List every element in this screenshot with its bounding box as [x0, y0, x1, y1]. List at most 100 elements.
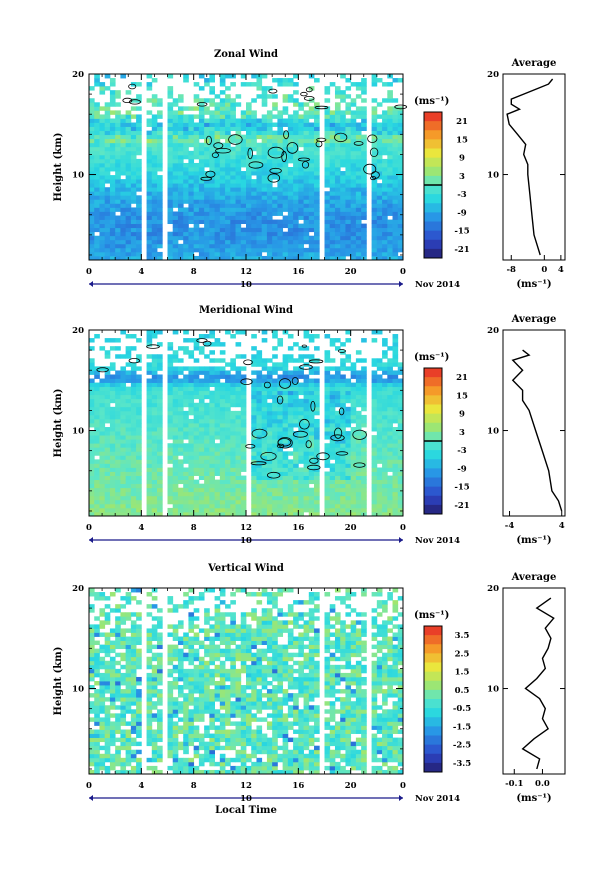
heatmap-cell [209, 150, 215, 156]
heatmap-cell [298, 346, 304, 351]
heatmap-cell [130, 247, 137, 253]
contour-loop [215, 147, 231, 154]
heatmap-cell [324, 374, 331, 379]
heatmap-cell [183, 183, 189, 188]
heatmap-cell [225, 394, 231, 400]
heatmap-cell [261, 414, 268, 420]
heatmap-cell [109, 154, 116, 160]
heatmap-cell [115, 110, 121, 115]
heatmap-cell [272, 451, 278, 456]
heatmap-cell [246, 239, 252, 245]
heatmap-cell [293, 378, 299, 383]
heatmap-cell [193, 154, 200, 160]
heatmap-cell [345, 138, 352, 144]
heatmap-cell [219, 126, 226, 132]
heatmap-cell [382, 219, 388, 225]
heatmap-cell [240, 467, 247, 472]
heatmap-cell [382, 247, 388, 253]
heatmap-cell [324, 463, 331, 468]
heatmap-cell [125, 138, 132, 144]
heatmap-cell [120, 231, 127, 237]
heatmap-cell [219, 350, 226, 355]
heatmap-cell [183, 215, 189, 220]
heatmap-cell [146, 142, 153, 148]
heatmap-cell [350, 467, 357, 472]
heatmap-cell [293, 187, 299, 192]
heatmap-cell [251, 491, 257, 497]
contour-loop [292, 430, 308, 438]
heatmap-cell [272, 239, 278, 245]
heatmap-cell [109, 725, 116, 730]
heatmap-cell [308, 235, 315, 241]
heatmap-cell [89, 358, 95, 363]
heatmap-cell [99, 251, 106, 257]
heatmap-cell [235, 366, 242, 371]
heatmap-cell [104, 350, 111, 355]
heatmap-cell [188, 231, 195, 237]
heatmap-cell [146, 338, 153, 343]
heatmap-cell [282, 215, 289, 220]
heatmap-cell [151, 402, 158, 408]
heatmap-cell [266, 94, 273, 99]
heatmap-cell [209, 86, 215, 91]
heatmap-cell [136, 146, 142, 152]
heatmap-cell [225, 102, 231, 107]
heatmap-cell [355, 463, 362, 468]
heatmap-cell [136, 171, 142, 176]
heatmap-cell [209, 511, 215, 517]
heatmap-cell [109, 676, 116, 682]
heatmap-cell [204, 374, 210, 379]
heatmap-cell [261, 507, 268, 513]
heatmap-cell [104, 652, 111, 658]
heatmap-cell [157, 475, 163, 481]
heatmap-cell [293, 402, 299, 408]
contour-loop [337, 349, 346, 353]
heatmap-cell [376, 455, 383, 460]
heatmap-cell [219, 102, 226, 107]
heatmap-cell [382, 167, 388, 172]
heatmap-cell [219, 179, 226, 184]
heatmap-cell [172, 378, 179, 383]
heatmap-cell [261, 439, 268, 444]
heatmap-cell [308, 179, 315, 184]
heatmap-cell [94, 203, 100, 208]
heatmap-cell [345, 171, 352, 176]
heatmap-cell [282, 98, 289, 103]
heatmap-cell [277, 406, 284, 412]
contour-loop [297, 157, 310, 162]
heatmap-cell [130, 697, 137, 702]
heatmap-cell [125, 167, 132, 172]
heatmap-cell [329, 386, 336, 392]
heatmap-cell [188, 390, 195, 396]
heatmap-cell [120, 676, 127, 682]
heatmap-cell [282, 130, 289, 136]
heatmap-cell [361, 191, 367, 196]
heatmap-cell [382, 235, 388, 241]
heatmap-cell [115, 455, 121, 460]
heatmap-cell [246, 235, 252, 241]
heatmap-cell [109, 721, 116, 726]
heatmap-cell [151, 479, 158, 485]
heatmap-cell [266, 199, 273, 204]
heatmap-cell [130, 495, 137, 501]
heatmap-cell [345, 479, 352, 485]
heatmap-cell [298, 443, 304, 448]
heatmap-cell [99, 507, 106, 513]
heatmap-cell [293, 146, 299, 152]
heatmap-cell [209, 447, 215, 452]
heatmap-cell [130, 366, 137, 371]
heatmap-cell [340, 459, 346, 464]
heatmap-cell [355, 431, 362, 436]
heatmap-cell [298, 418, 304, 424]
heatmap-cell [251, 487, 257, 493]
heatmap-cell [136, 183, 142, 188]
heatmap-cell [151, 471, 158, 476]
heatmap-cell [261, 418, 268, 424]
heatmap-cell [130, 624, 137, 629]
heatmap-cell [89, 423, 95, 428]
heatmap-cell [109, 126, 116, 132]
heatmap-cell [350, 126, 357, 132]
heatmap-cell [350, 114, 357, 119]
heatmap-cell [277, 118, 284, 123]
heatmap-cell [361, 142, 367, 148]
